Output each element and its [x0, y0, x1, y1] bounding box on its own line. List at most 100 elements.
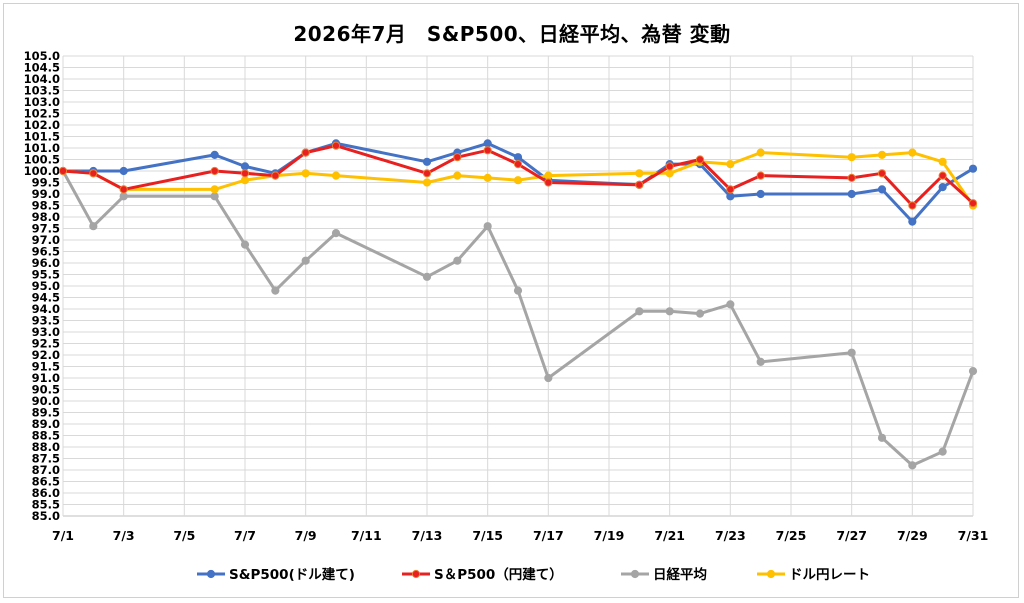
x-tick-label: 7/3 — [113, 528, 135, 543]
legend-item: ドル円レート — [757, 567, 870, 583]
data-point — [756, 171, 765, 180]
data-point — [119, 166, 128, 176]
data-point — [665, 169, 674, 178]
data-point — [908, 148, 917, 157]
y-tick-label: 86.5 — [32, 475, 60, 489]
x-tick-label: 7/17 — [533, 528, 564, 543]
data-point — [847, 189, 856, 199]
y-tick-label: 92.5 — [32, 337, 60, 351]
y-tick-label: 89.0 — [32, 417, 60, 431]
data-point — [635, 307, 644, 316]
y-tick-label: 85.5 — [32, 498, 60, 512]
data-point — [210, 150, 219, 159]
data-point — [210, 166, 219, 176]
data-point — [89, 169, 98, 178]
x-tick-label: 7/19 — [594, 528, 625, 543]
data-point — [726, 160, 735, 169]
data-point — [635, 180, 644, 189]
y-tick-label: 87.0 — [32, 463, 60, 477]
y-tick-label: 85.0 — [32, 509, 60, 523]
data-point — [240, 176, 250, 185]
data-point — [877, 185, 887, 194]
legend-swatch-marker — [411, 569, 421, 579]
data-point — [908, 217, 917, 226]
y-tick-label: 101.0 — [24, 141, 60, 155]
legend: S&P500(ドル建て) S＆P500（円建て） 日経平均 ドル円レート — [197, 566, 870, 583]
data-point — [695, 155, 705, 164]
data-point — [422, 157, 432, 166]
data-point — [331, 141, 341, 150]
y-tick-label: 94.0 — [32, 302, 60, 316]
data-point — [635, 169, 644, 178]
x-tick-label: 7/21 — [654, 528, 685, 543]
vertical-gridlines — [62, 56, 974, 516]
data-point — [847, 348, 856, 357]
y-tick-label: 102.5 — [24, 107, 60, 121]
y-tick-label: 98.5 — [32, 199, 60, 213]
data-point — [544, 171, 553, 180]
data-point — [756, 189, 765, 199]
data-point — [665, 162, 674, 171]
data-point — [968, 367, 978, 376]
y-tick-label: 103.5 — [24, 84, 60, 98]
x-tick-label: 7/29 — [897, 528, 928, 543]
data-point — [271, 171, 280, 180]
x-tick-label: 7/31 — [958, 528, 989, 543]
data-point — [210, 185, 219, 194]
data-point — [422, 272, 432, 281]
data-point — [513, 286, 523, 295]
x-tick-label: 7/23 — [715, 528, 746, 543]
data-point — [544, 373, 553, 383]
series-1 — [58, 141, 978, 210]
gridlines — [62, 55, 974, 517]
data-point — [453, 256, 462, 265]
x-tick-label: 7/15 — [472, 528, 503, 543]
data-point — [301, 148, 310, 157]
data-point — [726, 192, 735, 201]
y-tick-label: 99.0 — [32, 187, 60, 201]
x-tick-label: 7/11 — [351, 528, 382, 543]
y-tick-label: 92.0 — [32, 348, 60, 362]
data-point — [119, 192, 128, 201]
data-point — [453, 171, 462, 180]
data-point — [513, 160, 523, 169]
data-point — [968, 199, 978, 208]
legend-swatch-marker — [206, 569, 216, 579]
y-tick-label: 96.0 — [32, 256, 60, 270]
y-tick-label: 96.5 — [32, 245, 60, 259]
y-tick-label: 86.0 — [32, 486, 60, 500]
data-point — [938, 157, 947, 166]
data-point — [513, 176, 523, 185]
data-point — [271, 286, 280, 295]
data-point — [301, 256, 310, 265]
data-point — [908, 461, 917, 470]
data-point — [877, 169, 887, 178]
y-tick-label: 100.5 — [24, 153, 60, 167]
data-point — [210, 192, 219, 201]
data-point — [422, 169, 432, 178]
legend-label: ドル円レート — [789, 567, 870, 583]
y-tick-label: 97.5 — [32, 222, 60, 236]
x-axis-ticks: 7/1 7/3 7/5 7/7 7/9 7/11 7/13 7/15 7/17 7/19 7/21 7… — [52, 528, 988, 543]
data-point — [331, 171, 341, 180]
x-tick-label: 7/27 — [836, 528, 867, 543]
data-point — [422, 178, 432, 187]
data-point — [240, 162, 250, 171]
y-tick-label: 105.0 — [24, 49, 60, 63]
chart-title: 2026年7月 S&P500、日経平均、為替 変動 — [293, 22, 731, 46]
data-point — [847, 153, 856, 162]
x-tick-label: 7/9 — [295, 528, 317, 543]
data-point — [89, 222, 98, 231]
legend-item: S＆P500（円建て） — [402, 566, 563, 583]
series-line — [61, 170, 975, 467]
y-tick-label: 90.5 — [32, 383, 60, 397]
data-point — [453, 153, 462, 162]
x-tick-label: 7/7 — [234, 528, 256, 543]
legend-label: S＆P500（円建て） — [434, 566, 563, 583]
y-tick-label: 104.0 — [24, 72, 60, 86]
data-point — [726, 300, 735, 309]
x-tick-label: 7/5 — [173, 528, 195, 543]
y-tick-label: 103.0 — [24, 95, 60, 109]
data-point — [908, 201, 917, 210]
data-point — [968, 164, 978, 173]
